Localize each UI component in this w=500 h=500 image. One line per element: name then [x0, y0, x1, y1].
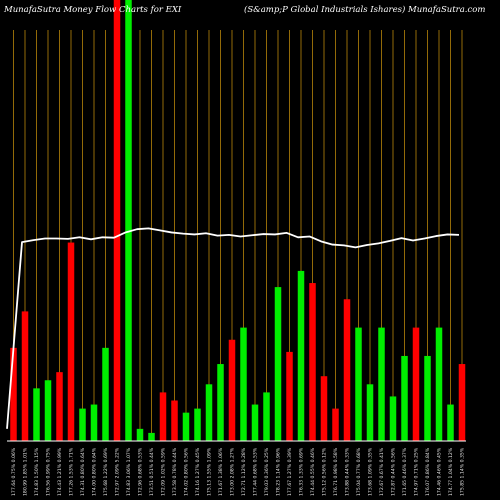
money-flow-bar [136, 428, 144, 441]
money-flow-bar [366, 384, 374, 441]
chart-subtitle: (S&amp;P Global Industrials Ishares) Mun… [244, 4, 485, 15]
money-flow-bar [274, 287, 282, 441]
x-tick-label: 176.33 1.33% 0.69% [299, 447, 305, 496]
money-flow-bar [148, 432, 155, 441]
money-flow-bar [332, 408, 339, 441]
x-tick-label: 171.65 0.46% 0.37% [402, 447, 408, 496]
x-tick-label: 174.02 0.80% 0.56% [184, 447, 190, 496]
x-tick-label: 173.68 1.09% 0.35% [368, 447, 374, 496]
x-tick-label: 174.31 0.80% 0.64% [80, 447, 86, 496]
x-tick-label: 173.51 0.51% 0.44% [149, 447, 155, 496]
x-tick-label: 172.97 2.09% 5.22% [115, 447, 121, 496]
x-tick-label: 175.13 1.55% 1.09% [207, 447, 213, 496]
money-flow-bar [56, 372, 63, 441]
x-tick-label: 174.00 0.80% 0.64% [92, 447, 98, 496]
money-flow-bar [458, 364, 466, 441]
money-flow-bar [412, 327, 420, 441]
x-tick-label: 180.99 1.85% 1.01% [23, 447, 29, 496]
money-flow-bar [378, 327, 385, 441]
money-flow-bar [90, 404, 98, 441]
money-flow-bar [240, 327, 247, 441]
x-tick-label: 174.44 0.55% 0.46% [310, 447, 316, 496]
x-tick-label: 174.43 1.21% 0.99% [57, 447, 63, 496]
x-tick-label: 175.04 0.77% 0.68% [356, 447, 362, 496]
x-tick-label: 177.26 1.53% 1.71% [69, 447, 75, 496]
x-tick-labels: 177.64 0.75% 0.06% 180.99 1.85% 1.01% 174.… [11, 447, 466, 496]
x-tick-label: 172.96 0.68% 0.53% [138, 447, 144, 496]
line-series [6, 227, 460, 429]
x-tick-label: 173.00 2.08% 1.27% [230, 447, 236, 496]
money-flow-bar [251, 404, 259, 441]
chart-title: MunafaSutra Money Flow Charts for EXI [3, 5, 182, 15]
money-flow-bar [401, 355, 408, 441]
money-flow-bar [435, 327, 443, 441]
x-tick-label: 178.23 1.14% 0.96% [276, 447, 282, 496]
money-flow-bar [205, 384, 213, 441]
x-tick-label: 174.16 1.27% 0.45% [195, 447, 201, 496]
money-flow-bar [447, 404, 454, 441]
money-flow-bar [343, 299, 351, 441]
x-tick-label: 176.71 0.98% 0.58% [333, 447, 339, 496]
x-tick-label: 177.64 0.75% 0.06% [11, 447, 17, 496]
money-flow-bar [44, 380, 52, 441]
money-flow-bar [263, 392, 270, 441]
x-tick-label: 174.46 0.46% 0.45% [437, 447, 443, 496]
money-flow-bar [125, 0, 132, 441]
money-flow-bar [33, 388, 40, 441]
money-flow-bar [113, 0, 121, 441]
x-tick-label: 177.67 1.27% 0.39% [287, 447, 293, 496]
money-flow-bar [320, 376, 328, 441]
x-tick-label: 173.58 0.78% 0.44% [172, 447, 178, 496]
x-tick-label: 172.67 0.67% 0.41% [379, 447, 385, 496]
money-flow-bar [297, 270, 305, 441]
money-flow-bar [217, 364, 224, 441]
money-flow-bar [182, 412, 190, 441]
money-flow-bar [21, 311, 29, 441]
x-tick-label: 174.83 3.06% 1.07% [126, 447, 132, 496]
x-tick-label: 174.97 0.71% 0.25% [414, 447, 420, 496]
money-flow-bar [171, 400, 178, 441]
x-tick-label: 172.87 0.44% 0.56% [391, 447, 397, 496]
x-tick-label: 176.56 0.99% 0.75% [46, 447, 52, 496]
x-tick-label: 179.03 0.36% 0.25% [264, 447, 270, 496]
money-flow-bar [194, 408, 201, 441]
x-tick-label: 171.67 1.38% 1.06% [218, 447, 224, 496]
money-flow-bar [424, 355, 431, 441]
x-tick-label: 175.68 1.22% 0.69% [103, 447, 109, 496]
x-tick-label: 175.85 1.14% 0.35% [460, 447, 466, 496]
money-flow-bar [102, 347, 109, 441]
money-flow-bar [79, 408, 86, 441]
money-flow-bar [67, 242, 75, 441]
x-tick-label: 174.83 1.50% 1.15% [34, 447, 40, 496]
x-tick-label: 176.07 0.86% 0.84% [425, 447, 431, 496]
x-tick-label: 174.77 1.04% 0.12% [448, 447, 454, 496]
x-tick-label: 177.44 0.68% 0.53% [253, 447, 259, 496]
x-tick-label: 172.71 1.12% 0.28% [241, 447, 247, 496]
bar-series [10, 0, 466, 441]
money-flow-bar [355, 327, 362, 441]
price-line [6, 227, 460, 429]
money-flow-bar [309, 283, 316, 441]
x-tick-label: 172.09 1.02% 0.59% [161, 447, 167, 496]
money-flow-bar [159, 392, 167, 441]
money-flow-bar [389, 396, 397, 441]
money-flow-bar [228, 339, 236, 441]
money-flow-bar [10, 347, 17, 441]
x-tick-label: 173.88 0.44% 0.33% [345, 447, 351, 496]
x-tick-label: 175.12 0.56% 0.12% [322, 447, 328, 496]
money-flow-bar [286, 351, 293, 441]
